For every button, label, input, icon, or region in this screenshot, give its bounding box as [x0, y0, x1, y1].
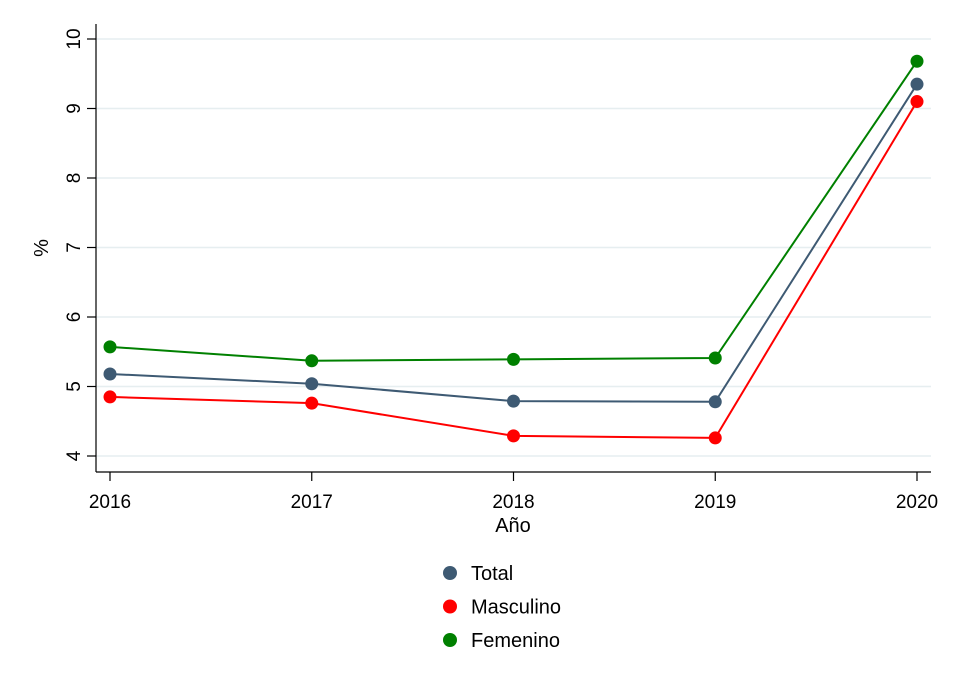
data-point-total — [305, 377, 319, 391]
data-point-masculino — [708, 431, 722, 445]
data-point-femenino — [708, 351, 722, 365]
x-tick-label: 2020 — [896, 492, 938, 513]
series-line-masculino — [109, 101, 918, 439]
series-group — [103, 54, 924, 445]
series-line-femenino — [109, 60, 918, 362]
y-axis-title: % — [31, 239, 53, 257]
y-tick-label: 5 — [64, 381, 85, 392]
y-tick-label: 10 — [64, 28, 85, 49]
data-point-masculino — [305, 396, 319, 410]
x-tick-label: 2017 — [291, 492, 333, 513]
data-point-masculino — [103, 390, 117, 404]
data-point-masculino — [507, 429, 520, 443]
y-tick-label: 7 — [64, 242, 85, 253]
data-point-masculino — [910, 95, 924, 109]
data-point-total — [507, 394, 520, 408]
gridlines — [96, 38, 931, 457]
legend-label-masculino: Masculino — [471, 597, 561, 619]
data-point-total — [708, 395, 722, 409]
data-point-femenino — [507, 352, 520, 366]
x-axis-title: Año — [495, 515, 531, 537]
x-tick-label: 2016 — [89, 492, 131, 513]
legend-marker-masculino — [443, 599, 457, 614]
x-tick-label: 2019 — [694, 492, 736, 513]
y-tick-label: 9 — [64, 103, 85, 114]
axes: 4 5 6 7 8 9 10 2016 2017 2018 2019 2020 — [64, 24, 938, 513]
legend-marker-femenino — [443, 633, 457, 647]
legend: Total Masculino Femenino — [443, 563, 561, 652]
legend-label-femenino: Femenino — [471, 630, 560, 652]
data-point-femenino — [305, 354, 319, 368]
y-tick-label: 8 — [64, 173, 85, 184]
y-tick-label: 6 — [64, 312, 85, 323]
legend-marker-total — [443, 566, 457, 580]
data-point-total — [910, 77, 924, 91]
data-point-total — [103, 367, 117, 381]
data-point-femenino — [910, 54, 924, 68]
data-point-femenino — [103, 340, 117, 354]
legend-label-total: Total — [471, 563, 513, 585]
y-tick-label: 4 — [64, 450, 85, 461]
x-tick-label: 2018 — [492, 492, 534, 513]
